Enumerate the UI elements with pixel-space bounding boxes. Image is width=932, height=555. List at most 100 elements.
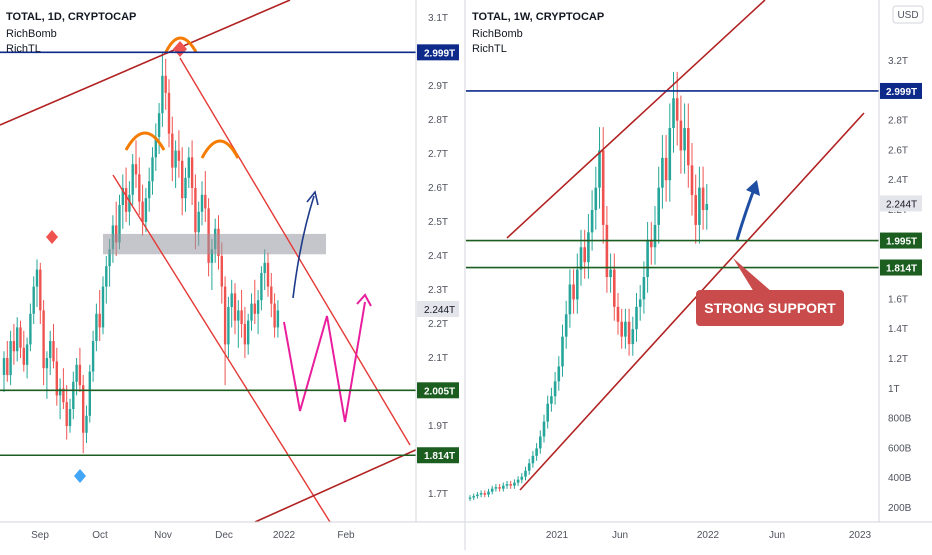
daily-candle-body — [256, 300, 260, 314]
daily-candle-body — [200, 194, 204, 212]
weekly-indicator-richbomb[interactable]: RichBomb — [472, 28, 523, 40]
resistance-zone — [103, 233, 326, 255]
weekly-time-axis[interactable]: 2021 Jun 2022 Jun 2023 — [466, 521, 932, 541]
daily-candle-body — [25, 344, 29, 365]
weekly-candles — [468, 71, 709, 502]
daily-candle-body — [276, 310, 280, 328]
daily-candle-body — [68, 409, 72, 426]
weekly-candle-body — [516, 479, 520, 483]
daily-level-badge-text: 2.005T — [424, 386, 455, 397]
daily-x-tick-label: Nov — [154, 530, 172, 541]
daily-indicator-richbomb[interactable]: RichBomb — [6, 28, 57, 40]
daily-candle-body — [240, 310, 243, 324]
projected-path — [283, 301, 366, 423]
weekly-candle-body — [638, 299, 642, 307]
weekly-candle-body — [587, 232, 590, 263]
daily-x-tick-label: 2022 — [273, 530, 296, 541]
daily-candle-body — [194, 188, 197, 233]
daily-candle-body — [88, 371, 91, 416]
daily-candle-body — [148, 181, 151, 199]
weekly-level-badge — [880, 232, 922, 249]
daily-candle-body — [157, 113, 161, 137]
weekly-y-tick-label: 400B — [888, 473, 912, 484]
daily-candle-body — [35, 269, 39, 287]
weekly-candle-body — [631, 329, 635, 345]
daily-candle-body — [52, 341, 55, 362]
weekly-drawings — [506, 0, 865, 491]
daily-y-tick-label: 2.6T — [428, 183, 448, 194]
channel-upper-trendline — [506, 0, 766, 239]
weekly-candle-body — [624, 321, 627, 337]
daily-candle-body — [128, 194, 131, 212]
callout-text: STRONG SUPPORT — [704, 300, 836, 316]
weekly-candle-body — [494, 487, 498, 489]
weekly-level-badge — [880, 82, 922, 99]
daily-candle-body — [65, 402, 68, 426]
daily-y-tick-label: 2.1T — [428, 353, 448, 364]
daily-candle-body — [95, 313, 98, 341]
daily-candle-body — [98, 313, 101, 328]
weekly-candle-body — [690, 165, 694, 196]
daily-candle-body — [253, 303, 256, 314]
currency-button[interactable] — [892, 5, 924, 24]
daily-level-badge-text: 2.999T — [424, 48, 455, 59]
weekly-candle-body — [487, 491, 490, 495]
weekly-candle-body — [698, 187, 701, 225]
weekly-y-tick-label: 3.2T — [888, 56, 908, 67]
daily-candle-body — [260, 273, 263, 301]
weekly-candle-body — [513, 482, 516, 486]
daily-time-axis[interactable]: Sep Oct Nov Dec 2022 Feb — [0, 521, 465, 541]
daily-indicator-richtl[interactable]: RichTL — [6, 43, 41, 55]
channel-lower-trendline — [519, 112, 865, 491]
weekly-candle-body — [661, 157, 664, 188]
weekly-level-badge-text: 2.999T — [886, 87, 917, 98]
daily-y-tick-label: 1.7T — [428, 489, 448, 500]
daily-candle-body — [237, 310, 240, 321]
projected-path-arrowhead — [356, 293, 372, 307]
weekly-candle-body — [642, 277, 646, 300]
daily-x-tick-label: Oct — [92, 530, 108, 541]
weekly-y-tick-label: 1T — [888, 384, 900, 395]
weekly-x-tick-label: 2023 — [849, 530, 872, 541]
daily-chart-title: TOTAL, 1D, CRYPTOCAP — [6, 11, 136, 23]
daily-candle-body — [105, 266, 108, 287]
daily-level-badge — [417, 382, 459, 399]
weekly-candle-body — [564, 314, 568, 337]
weekly-candle-body — [605, 224, 609, 278]
weekly-candle-body — [594, 187, 598, 210]
daily-candle-body — [154, 137, 157, 158]
weekly-candle-body — [542, 421, 546, 437]
daily-drawings — [0, 0, 421, 523]
daily-candle-body — [266, 262, 270, 287]
daily-price-axis[interactable]: 1.7T1.8T1.9T2T2.1T2.2T2.3T2.4T2.5T2.6T2.… — [415, 0, 465, 522]
daily-candle-body — [82, 385, 85, 433]
daily-current-price-badge — [417, 301, 459, 318]
daily-chart-pane[interactable]: TOTAL, 1D, CRYPTOCAP RichBomb RichTL — [0, 0, 421, 523]
daily-candle-body — [273, 303, 276, 328]
daily-candle-body — [167, 92, 171, 134]
weekly-y-tick-label: 2.6T — [888, 145, 908, 156]
weekly-chart-pane[interactable]: TOTAL, 1W, CRYPTOCAP RichBomb RichTL STR… — [466, 0, 879, 522]
weekly-x-tick-label: 2021 — [546, 530, 569, 541]
daily-y-tick-label: 1.9T — [428, 421, 448, 432]
weekly-x-tick-label: 2022 — [697, 530, 720, 541]
weekly-candle-body — [687, 128, 690, 166]
daily-y-tick-label: 2.3T — [428, 285, 448, 296]
weekly-indicator-richtl[interactable]: RichTL — [472, 43, 507, 55]
weekly-candle-body — [635, 306, 638, 330]
weekly-price-axis[interactable]: USD 200B400B600B800B1T1.2T1.4T1.6T1.8T2T… — [878, 0, 932, 522]
daily-candle-body — [91, 341, 95, 372]
weekly-x-tick-label: Jun — [769, 530, 785, 541]
weekly-candle-body — [672, 98, 675, 129]
callout-pointer — [733, 258, 772, 292]
bullish-arrowhead — [306, 190, 319, 206]
daily-candle-body — [42, 310, 45, 369]
daily-candle-body — [32, 286, 35, 314]
daily-candle-body — [210, 249, 214, 263]
weekly-candle-body — [553, 381, 557, 397]
weekly-candle-body — [539, 436, 542, 449]
daily-candle-body — [124, 188, 128, 212]
weekly-candle-body — [705, 204, 709, 210]
